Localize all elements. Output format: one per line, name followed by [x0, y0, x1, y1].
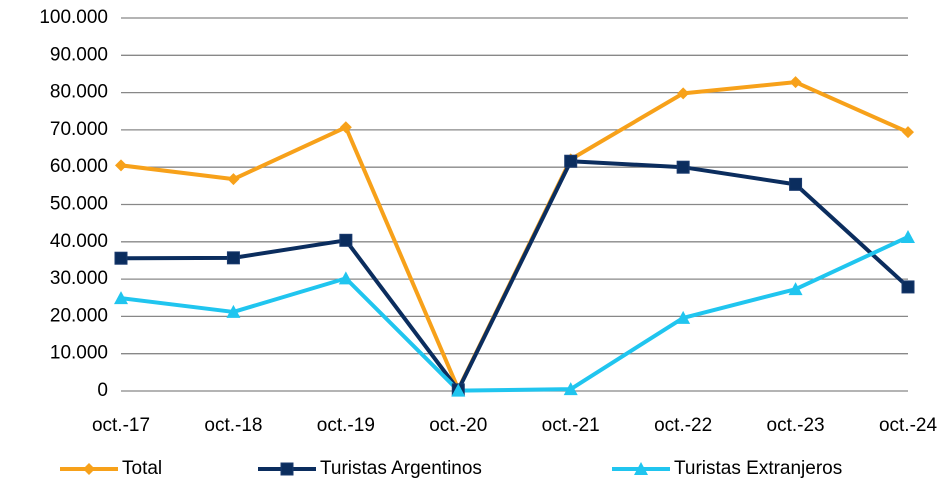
legend-marker: [83, 463, 95, 475]
x-tick-label: oct.-22: [654, 415, 712, 436]
x-tick-label: oct.-19: [317, 415, 375, 436]
legend-label: Total: [122, 458, 162, 479]
marker: [788, 282, 803, 296]
marker: [676, 160, 690, 174]
y-tick-label: 30.000: [50, 268, 108, 289]
marker: [114, 291, 128, 305]
marker: [564, 154, 578, 168]
y-tick-label: 40.000: [50, 231, 108, 252]
marker: [339, 233, 353, 247]
series-line: [120, 235, 909, 393]
legend-label: Turistas Argentinos: [320, 458, 482, 479]
x-tick-label: oct.-23: [767, 415, 825, 436]
y-tick-label: 60.000: [50, 156, 108, 177]
x-tick-label: oct.-17: [92, 415, 150, 436]
marker: [901, 280, 915, 294]
marker: [563, 382, 578, 396]
marker: [789, 177, 803, 191]
marker: [901, 229, 915, 243]
y-tick-label: 90.000: [50, 44, 108, 65]
y-tick-label: 10.000: [50, 343, 108, 364]
marker: [115, 159, 127, 172]
y-tick-label: 100.000: [39, 7, 108, 28]
marker: [676, 310, 691, 324]
marker: [226, 304, 241, 318]
x-tick-label: oct.-20: [429, 415, 487, 436]
series-line: [120, 80, 909, 392]
x-tick-label: oct.-18: [204, 415, 262, 436]
marker: [451, 383, 466, 397]
marker: [338, 271, 353, 285]
marker: [227, 173, 240, 186]
x-tick-label: oct.-24: [879, 415, 938, 436]
marker: [677, 87, 690, 100]
marker: [902, 126, 914, 139]
legend-label: Turistas Extranjeros: [674, 458, 842, 479]
legend-marker: [634, 462, 648, 475]
series-line: [120, 159, 910, 392]
y-tick-label: 50.000: [50, 194, 108, 215]
y-tick-label: 20.000: [50, 305, 108, 326]
x-tick-label: oct.-21: [542, 415, 600, 436]
y-tick-label: 80.000: [50, 82, 108, 103]
y-tick-label: 70.000: [50, 119, 108, 140]
y-tick-label: 0: [97, 380, 108, 401]
marker: [226, 251, 240, 265]
legend-marker: [280, 462, 294, 476]
marker: [789, 76, 802, 89]
marker: [114, 251, 128, 265]
marker: [339, 121, 352, 134]
